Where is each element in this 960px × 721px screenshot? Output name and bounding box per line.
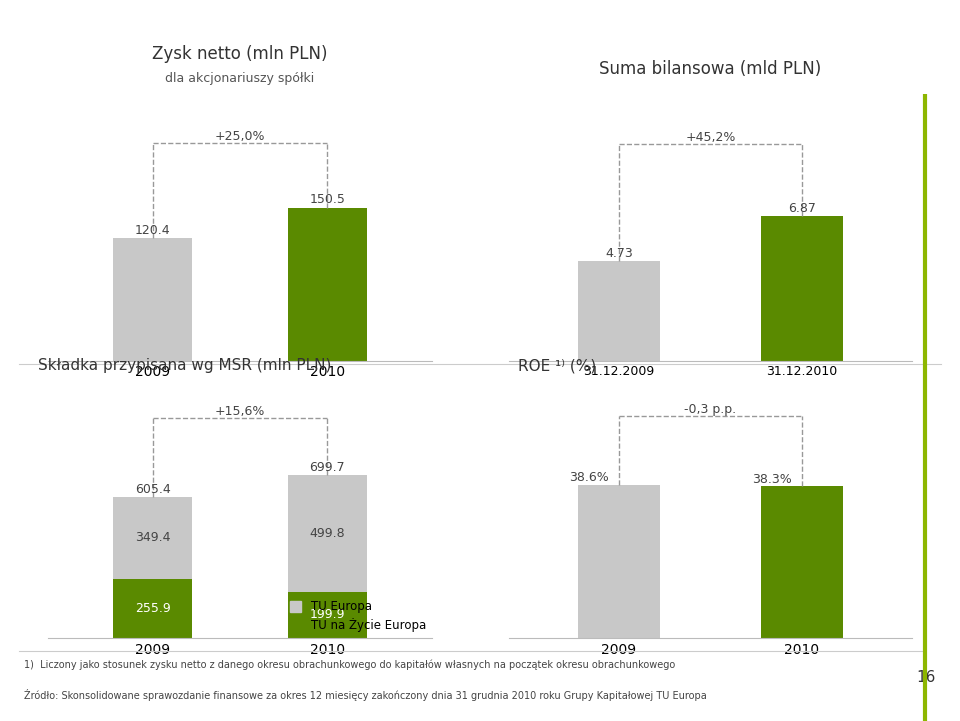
Text: Źródło: Skonsolidowane sprawozdanie finansowe za okres 12 miesięcy zakończony dn: Źródło: Skonsolidowane sprawozdanie fina…: [24, 689, 707, 702]
Bar: [113, 578, 192, 638]
Bar: [113, 497, 192, 578]
Text: +45,2%: +45,2%: [685, 131, 735, 144]
Text: 38.3%: 38.3%: [753, 472, 792, 485]
Text: -0,3 p.p.: -0,3 p.p.: [684, 403, 736, 416]
Text: 120.4: 120.4: [135, 224, 171, 236]
Text: ROE ¹⁾ (%): ROE ¹⁾ (%): [518, 358, 597, 373]
Text: 1)  Liczony jako stosunek zysku netto z danego okresu obrachunkowego do kapitałó: 1) Liczony jako stosunek zysku netto z d…: [24, 659, 675, 670]
Text: Suma bilansowa (mld PLN): Suma bilansowa (mld PLN): [599, 60, 822, 78]
Text: 199.9: 199.9: [309, 609, 345, 622]
Text: Zysk netto (mln PLN): Zysk netto (mln PLN): [153, 45, 327, 63]
Text: GK Europa: GK Europa: [24, 54, 164, 79]
Text: 499.8: 499.8: [309, 527, 345, 540]
Bar: [578, 485, 660, 638]
Text: +25,0%: +25,0%: [215, 131, 265, 143]
Bar: [760, 216, 843, 360]
Text: 6.87: 6.87: [788, 203, 816, 216]
Text: dla akcjonariuszy spółki: dla akcjonariuszy spółki: [165, 72, 315, 85]
Bar: [578, 261, 660, 360]
Text: 255.9: 255.9: [134, 602, 171, 615]
Bar: [288, 208, 367, 360]
Text: 699.7: 699.7: [309, 461, 345, 474]
Text: +15,6%: +15,6%: [215, 405, 265, 418]
Text: Załącznik 4: Podstawowe parametry finansowe: Załącznik 4: Podstawowe parametry finans…: [24, 21, 302, 34]
Text: 16: 16: [917, 670, 936, 685]
Text: 150.5: 150.5: [309, 193, 346, 206]
Text: 4.73: 4.73: [605, 247, 633, 260]
Bar: [288, 475, 367, 591]
Text: 38.6%: 38.6%: [569, 472, 609, 485]
Text: 605.4: 605.4: [134, 483, 171, 496]
Bar: [288, 591, 367, 638]
Text: 349.4: 349.4: [135, 531, 171, 544]
Text: Składka przypisana wg MSR (mln PLN): Składka przypisana wg MSR (mln PLN): [38, 358, 332, 373]
Bar: [113, 238, 192, 360]
Bar: [760, 487, 843, 638]
Legend: TU Europa, TU na Życie Europa: TU Europa, TU na Życie Europa: [290, 601, 426, 632]
